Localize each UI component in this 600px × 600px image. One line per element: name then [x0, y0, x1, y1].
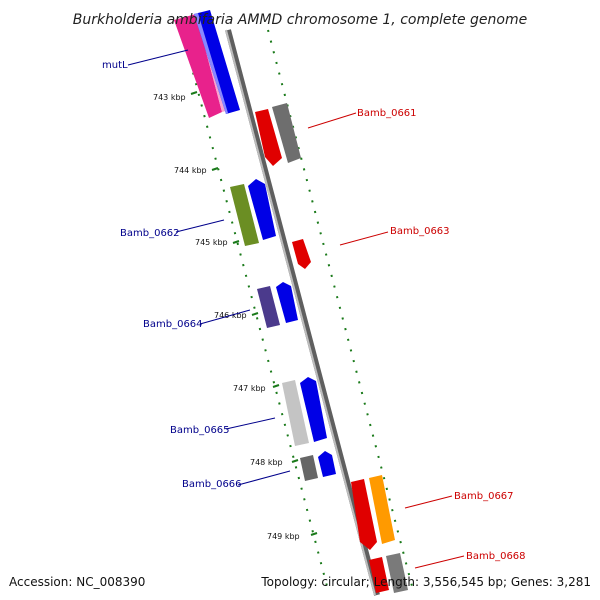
- gene-blue-top[interactable]: [194, 10, 240, 114]
- label-bamb-0666: Bamb_0666: [182, 479, 242, 490]
- label-connectors: [127, 49, 465, 569]
- connector-bamb-0666: [237, 470, 291, 486]
- tick-743: [190, 91, 198, 95]
- label-bamb-0665: Bamb_0665: [170, 425, 230, 436]
- gene-bamb-0661-gray[interactable]: [272, 103, 301, 163]
- gene-features: [174, 10, 408, 593]
- connector-bamb-0664: [199, 309, 251, 325]
- gene-bamb-0668-gray[interactable]: [386, 553, 408, 593]
- gene-bamb-0663-red[interactable]: [292, 239, 311, 269]
- gene-bamb-0668-red[interactable]: [369, 557, 389, 593]
- inner-dotted-track: [181, 29, 329, 591]
- gene-bamb-0666-blue[interactable]: [318, 451, 336, 477]
- gene-bamb-0664-purple[interactable]: [257, 286, 280, 328]
- connector-bamb-0662: [175, 219, 225, 233]
- tick-748: [291, 459, 299, 463]
- gene-bamb-0665-blue[interactable]: [300, 377, 327, 442]
- tick-747: [272, 384, 280, 388]
- tick-label-744: 744 kbp: [174, 166, 207, 175]
- label-bamb-0661: Bamb_0661: [357, 108, 417, 119]
- gene-bamb-0666-gray[interactable]: [300, 455, 318, 481]
- genome-backbone-highlight: [225, 29, 376, 596]
- tick-746: [251, 312, 259, 316]
- label-bamb-0668: Bamb_0668: [466, 551, 526, 562]
- map-title: Burkholderia ambifaria AMMD chromosome 1…: [73, 12, 527, 28]
- tick-749: [310, 532, 318, 536]
- label-bamb-0662: Bamb_0662: [120, 228, 180, 239]
- gene-bamb-0662-olive[interactable]: [230, 184, 259, 246]
- tick-745: [232, 240, 240, 244]
- gene-blue-top-shade: [194, 13, 228, 114]
- tick-label-747: 747 kbp: [233, 384, 266, 393]
- label-mutL: mutL: [102, 60, 128, 71]
- tick-label-743: 743 kbp: [153, 93, 186, 102]
- connector-mutL: [127, 49, 189, 66]
- gene-bamb-0661-red[interactable]: [255, 109, 282, 166]
- tick-744: [211, 167, 219, 171]
- gene-labels: mutL Bamb_0661 Bamb_0662 Bamb_0663 Bamb_…: [102, 60, 526, 562]
- tick-label-749: 749 kbp: [267, 532, 300, 541]
- label-bamb-0664: Bamb_0664: [143, 319, 203, 330]
- genome-backbone: [225, 29, 380, 596]
- connector-bamb-0667: [404, 495, 453, 509]
- kbp-ticks: [190, 91, 318, 536]
- gene-mutL-pink[interactable]: [174, 14, 222, 118]
- gene-bamb-0664-blue[interactable]: [276, 282, 298, 323]
- label-bamb-0667: Bamb_0667: [454, 491, 514, 502]
- connector-bamb-0661: [307, 112, 357, 129]
- tick-label-748: 748 kbp: [250, 458, 283, 467]
- label-bamb-0663: Bamb_0663: [390, 226, 450, 237]
- connector-bamb-0665: [225, 417, 276, 430]
- gene-bamb-0665-lightgray[interactable]: [282, 380, 309, 446]
- gene-bamb-0667-orange[interactable]: [369, 475, 395, 544]
- gene-bamb-0662-blue[interactable]: [248, 179, 276, 240]
- tick-label-745: 745 kbp: [195, 238, 228, 247]
- gene-bamb-0667-red[interactable]: [351, 479, 377, 550]
- accession-text: Accession: NC_008390: [9, 575, 145, 589]
- connector-bamb-0663: [339, 231, 389, 246]
- topology-text: Topology: circular; Length: 3,556,545 bp…: [260, 575, 591, 589]
- connector-bamb-0668: [414, 555, 465, 569]
